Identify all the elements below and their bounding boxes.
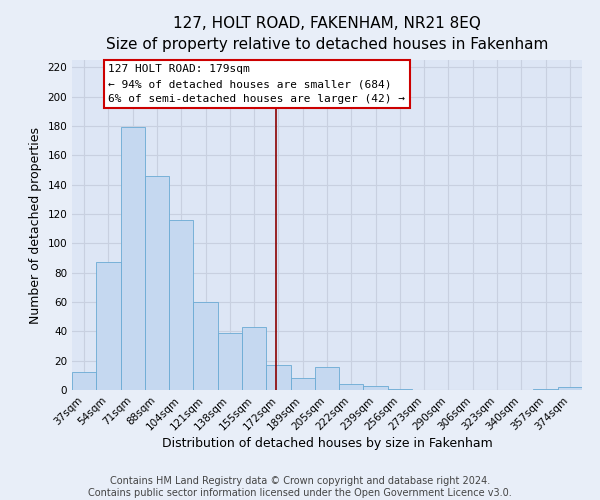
Bar	[145, 176, 169, 390]
Bar	[315, 366, 339, 390]
Bar	[121, 128, 145, 390]
Title: 127, HOLT ROAD, FAKENHAM, NR21 8EQ
Size of property relative to detached houses : 127, HOLT ROAD, FAKENHAM, NR21 8EQ Size …	[106, 16, 548, 52]
Bar	[290, 378, 315, 390]
Bar	[558, 387, 582, 390]
Bar	[242, 327, 266, 390]
Bar	[193, 302, 218, 390]
Bar	[218, 333, 242, 390]
Bar	[533, 388, 558, 390]
Bar	[388, 388, 412, 390]
X-axis label: Distribution of detached houses by size in Fakenham: Distribution of detached houses by size …	[161, 438, 493, 450]
Y-axis label: Number of detached properties: Number of detached properties	[29, 126, 42, 324]
Bar	[339, 384, 364, 390]
Bar	[96, 262, 121, 390]
Bar	[364, 386, 388, 390]
Bar	[72, 372, 96, 390]
Text: 127 HOLT ROAD: 179sqm
← 94% of detached houses are smaller (684)
6% of semi-deta: 127 HOLT ROAD: 179sqm ← 94% of detached …	[109, 64, 406, 104]
Bar	[266, 365, 290, 390]
Bar	[169, 220, 193, 390]
Text: Contains HM Land Registry data © Crown copyright and database right 2024.
Contai: Contains HM Land Registry data © Crown c…	[88, 476, 512, 498]
